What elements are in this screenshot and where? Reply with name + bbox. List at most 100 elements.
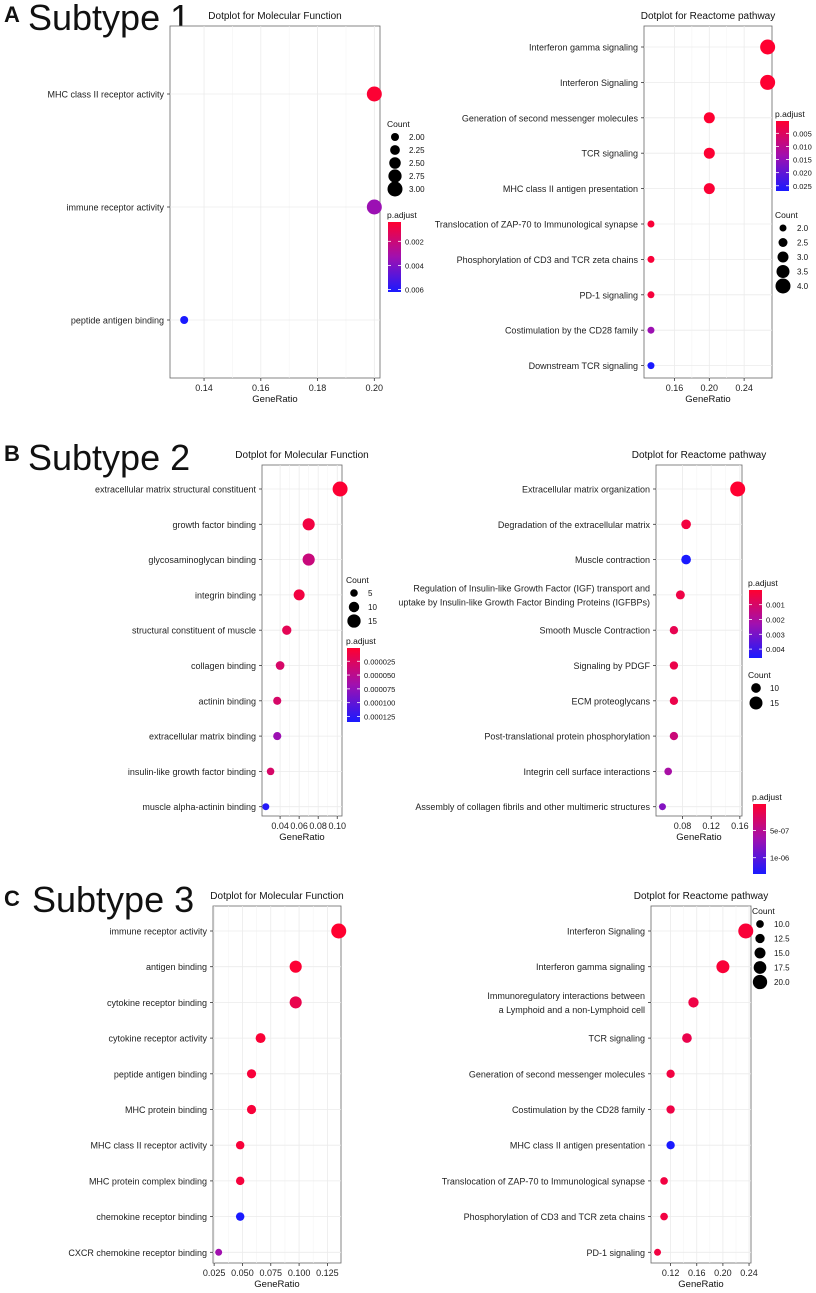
data-point — [235, 1140, 245, 1150]
size-legend-label: 17.5 — [774, 964, 790, 973]
category-label: Costimulation by the CD28 family — [512, 1105, 646, 1115]
data-point — [275, 661, 285, 670]
size-legend-label: 10 — [770, 684, 779, 693]
category-label: TCR signaling — [581, 149, 638, 159]
size-legend-key — [778, 238, 788, 247]
data-point — [682, 1033, 692, 1043]
category-label: cytokine receptor binding — [107, 998, 207, 1008]
plot-area — [655, 464, 743, 817]
size-legend-label: 10.0 — [774, 920, 790, 929]
category-label: extracellular matrix binding — [149, 732, 256, 742]
chart-title: Dotplot for Molecular Function — [208, 11, 341, 22]
data-point — [289, 996, 302, 1009]
data-point — [688, 997, 699, 1008]
category-label: TCR signaling — [588, 1034, 645, 1044]
data-point — [660, 1212, 668, 1221]
x-tick-label: 0.050 — [231, 1268, 254, 1278]
data-point — [331, 923, 347, 939]
category-label: antigen binding — [146, 962, 207, 972]
category-label: growth factor binding — [172, 520, 256, 530]
panel-letter-b: B — [4, 441, 20, 466]
chart-subtype2-reactome: Dotplot for Reactome pathway Extracellula… — [398, 450, 784, 843]
size-legend-key — [776, 265, 790, 278]
size-legend-title: Count — [775, 210, 798, 220]
plot-area — [261, 464, 343, 817]
color-legend-bar — [749, 590, 762, 658]
category-label: integrin binding — [195, 590, 256, 600]
data-point — [703, 183, 715, 195]
data-point — [282, 625, 292, 635]
chart-subtype1-reactome: Dotplot for Reactome pathway Interferon g… — [435, 11, 812, 405]
panel-letter-c: C — [4, 886, 20, 911]
size-legend-label: 5 — [368, 589, 373, 598]
chart-subtype1-molecular-function: Dotplot for Molecular Function MHC class … — [47, 11, 425, 405]
category-label-line: a Lymphoid and a non-Lymphoid cell — [499, 1005, 645, 1015]
size-legend-key — [754, 947, 766, 959]
panel-title-c: Subtype 3 — [32, 879, 194, 920]
category-label: peptide antigen binding — [71, 316, 164, 326]
size-legend-key — [775, 278, 791, 294]
x-axis-label: GeneRatio — [685, 394, 730, 405]
plot-area — [650, 905, 752, 1264]
color-legend-label: 0.025 — [793, 182, 812, 191]
panel-a: A Subtype 1 — [4, 0, 190, 38]
data-point — [246, 1069, 257, 1079]
color-legend-label: 0.004 — [405, 261, 424, 270]
data-point — [180, 316, 189, 324]
data-point — [654, 1248, 662, 1256]
category-label: MHC class II receptor activity — [47, 90, 164, 100]
x-tick-label: 0.20 — [714, 1268, 732, 1278]
size-legend-key — [753, 961, 767, 974]
data-point — [647, 291, 655, 299]
color-legend-label: 0.000050 — [364, 671, 395, 680]
category-label: immune receptor activity — [66, 203, 164, 213]
category-label: ECM proteoglycans — [571, 696, 650, 706]
data-point — [666, 1105, 675, 1114]
x-tick-label: 0.18 — [309, 383, 327, 393]
data-point — [366, 86, 382, 102]
color-legend-label: 0.020 — [793, 169, 812, 178]
data-point — [669, 731, 679, 741]
color-legend-label: 0.000125 — [364, 712, 395, 721]
category-label: Interferon Signaling — [567, 927, 645, 937]
x-tick-label: 0.10 — [328, 821, 346, 831]
color-legend-bar — [753, 804, 766, 874]
size-legend-label: 20.0 — [774, 978, 790, 987]
data-point — [647, 255, 655, 263]
x-tick-label: 0.16 — [688, 1268, 706, 1278]
category-label: Downstream TCR signaling — [529, 361, 638, 371]
data-point — [669, 661, 679, 670]
size-legend-key — [749, 696, 763, 710]
x-axis-label: GeneRatio — [254, 1279, 299, 1290]
data-point — [302, 553, 315, 566]
category-label: Phosphorylation of CD3 and TCR zeta chai… — [464, 1212, 646, 1222]
x-tick-label: 0.04 — [271, 821, 289, 831]
data-point — [675, 590, 685, 600]
category-label: actinin binding — [198, 696, 256, 706]
category-label: peptide antigen binding — [114, 1069, 207, 1079]
data-point — [669, 696, 679, 705]
size-legend-label: 12.5 — [774, 935, 790, 944]
data-point — [666, 1069, 675, 1078]
category-label: extracellular matrix structural constitu… — [95, 485, 257, 495]
color-legend-bar — [347, 648, 360, 722]
size-legend-label: 15 — [368, 617, 377, 626]
x-tick-label: 0.125 — [316, 1268, 339, 1278]
size-legend-label: 15.0 — [774, 949, 790, 958]
data-point — [235, 1212, 245, 1221]
size-legend-label: 4.0 — [797, 282, 809, 291]
color-legend-label: 5e-07 — [770, 827, 789, 836]
category-label: immune receptor activity — [109, 927, 207, 937]
data-point — [716, 960, 730, 974]
plot-area — [169, 25, 381, 379]
color-legend-title: p.adjust — [775, 109, 805, 119]
color-legend-bar — [776, 121, 789, 191]
data-point — [660, 1177, 668, 1185]
category-label: glycosaminoglycan binding — [148, 555, 256, 565]
size-legend-label: 3.5 — [797, 268, 809, 277]
panel-title-a: Subtype 1 — [28, 0, 190, 38]
category-label: Post-translational protein phosphorylati… — [484, 732, 650, 742]
category-label: Assembly of collagen fibrils and other m… — [415, 802, 650, 812]
color-legend-label: 0.000100 — [364, 699, 395, 708]
panel-c: C Subtype 3 — [4, 879, 194, 920]
